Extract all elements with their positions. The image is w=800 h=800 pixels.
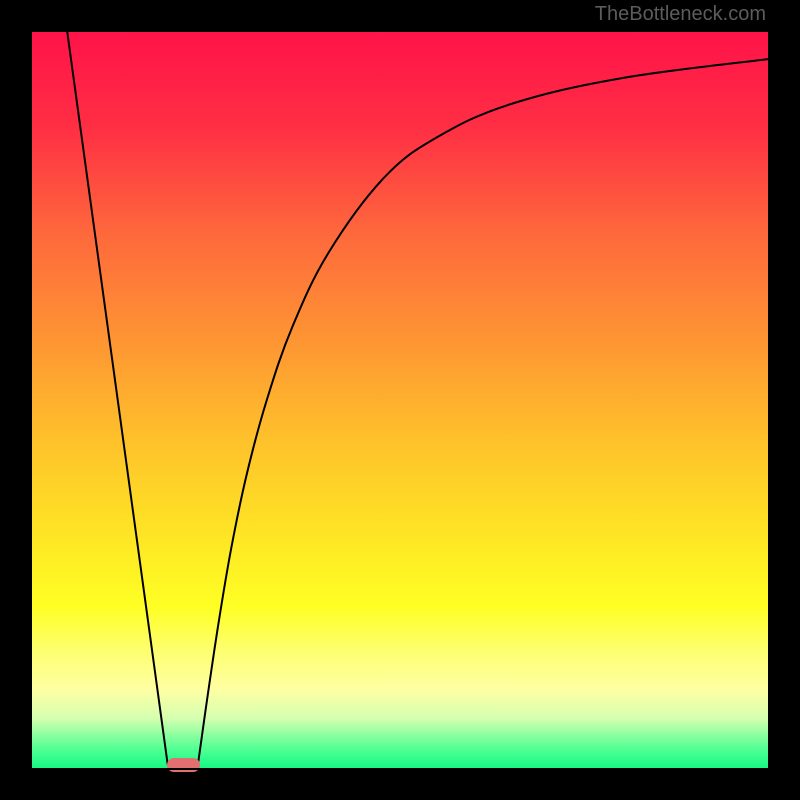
curves-svg xyxy=(30,30,770,770)
right-curve xyxy=(198,59,770,764)
left-line xyxy=(67,30,168,764)
bottleneck-marker xyxy=(167,758,200,772)
watermark-text: TheBottleneck.com xyxy=(595,3,766,26)
plot-area xyxy=(30,30,770,770)
